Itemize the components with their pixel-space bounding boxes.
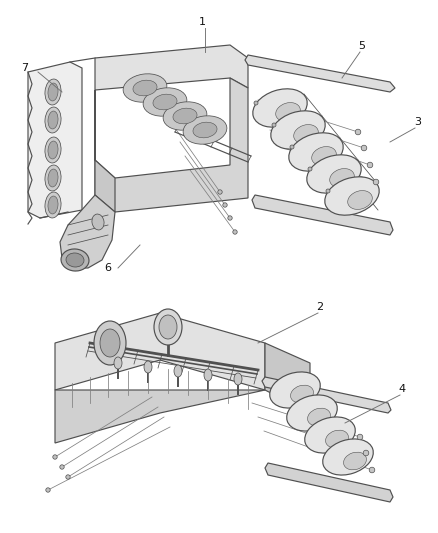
Text: 5: 5 [358,41,365,51]
Ellipse shape [45,107,61,133]
Circle shape [66,475,70,479]
Ellipse shape [204,369,212,381]
Polygon shape [95,45,248,90]
Ellipse shape [48,196,58,214]
Ellipse shape [48,111,58,129]
Ellipse shape [183,116,227,144]
Ellipse shape [312,147,336,165]
Text: 2: 2 [316,302,324,312]
Ellipse shape [143,88,187,116]
Circle shape [228,216,232,220]
Ellipse shape [307,408,330,426]
Ellipse shape [325,177,379,215]
Polygon shape [95,160,115,212]
Ellipse shape [193,122,217,138]
Circle shape [46,488,50,492]
Polygon shape [55,313,265,390]
Circle shape [60,465,64,469]
Circle shape [223,203,227,207]
Ellipse shape [45,165,61,191]
Ellipse shape [348,191,372,209]
Ellipse shape [48,169,58,187]
Ellipse shape [290,385,314,403]
Text: 6: 6 [105,263,112,273]
Circle shape [357,434,363,440]
Ellipse shape [144,361,152,373]
Ellipse shape [159,315,177,339]
Circle shape [355,129,361,135]
Ellipse shape [123,74,167,102]
Ellipse shape [294,125,318,143]
Ellipse shape [271,111,325,149]
Ellipse shape [163,102,207,130]
Ellipse shape [133,80,157,96]
Polygon shape [265,463,393,502]
Polygon shape [60,195,115,268]
Ellipse shape [153,94,177,110]
Circle shape [290,145,294,149]
Circle shape [308,167,312,171]
Ellipse shape [253,89,307,127]
Ellipse shape [154,309,182,345]
Ellipse shape [234,373,242,385]
Ellipse shape [114,357,122,369]
Ellipse shape [289,133,343,171]
Ellipse shape [174,365,182,377]
Ellipse shape [45,192,61,218]
Text: 7: 7 [21,63,28,73]
Circle shape [369,467,375,473]
Ellipse shape [94,321,126,365]
Ellipse shape [307,155,361,193]
Ellipse shape [270,372,320,408]
Polygon shape [252,195,393,235]
Circle shape [233,230,237,234]
Circle shape [367,162,373,168]
Circle shape [326,189,330,193]
Text: 4: 4 [399,384,406,394]
Polygon shape [28,62,82,218]
Ellipse shape [45,137,61,163]
Ellipse shape [305,417,355,453]
Ellipse shape [287,395,337,431]
Circle shape [373,179,379,185]
Polygon shape [95,78,248,212]
Ellipse shape [343,452,367,470]
Polygon shape [262,377,391,413]
Ellipse shape [48,141,58,159]
Ellipse shape [325,430,349,448]
Polygon shape [265,343,310,413]
Circle shape [272,123,276,127]
Circle shape [254,101,258,105]
Ellipse shape [276,102,300,122]
Ellipse shape [330,168,354,188]
Circle shape [363,450,369,456]
Ellipse shape [173,108,197,124]
Circle shape [53,455,57,459]
Ellipse shape [48,83,58,101]
Circle shape [218,190,222,194]
Ellipse shape [45,79,61,105]
Ellipse shape [92,214,104,230]
Ellipse shape [66,253,84,267]
Ellipse shape [323,439,373,475]
Polygon shape [55,390,265,443]
Polygon shape [245,55,395,92]
Circle shape [361,145,367,151]
Ellipse shape [100,329,120,357]
Text: 3: 3 [414,117,421,127]
Ellipse shape [61,249,89,271]
Text: 1: 1 [198,17,205,27]
